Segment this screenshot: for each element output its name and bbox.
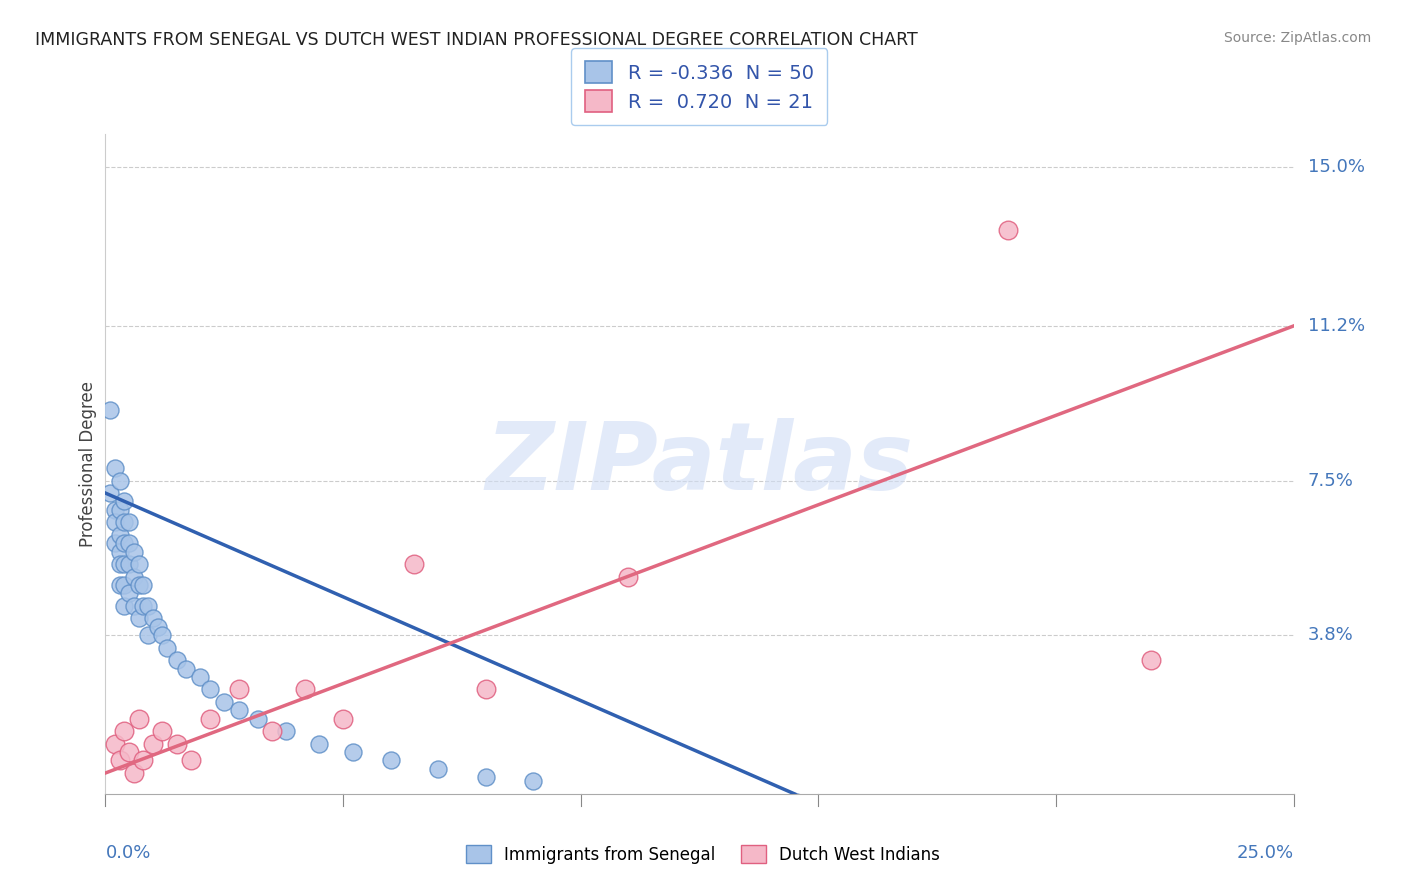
Point — [228, 703, 250, 717]
Point — [294, 682, 316, 697]
Point — [474, 682, 496, 697]
Point — [180, 754, 202, 768]
Point — [122, 569, 145, 583]
Text: ZIPatlas: ZIPatlas — [485, 417, 914, 510]
Point — [118, 586, 141, 600]
Point — [114, 557, 136, 571]
Point — [114, 599, 136, 613]
Point — [997, 223, 1019, 237]
Point — [166, 737, 188, 751]
Point — [132, 578, 155, 592]
Point — [132, 599, 155, 613]
Point — [118, 557, 141, 571]
Point — [118, 516, 141, 530]
Point — [142, 611, 165, 625]
Point — [152, 628, 174, 642]
Point — [114, 494, 136, 508]
Point — [214, 695, 236, 709]
Point — [190, 670, 212, 684]
Point — [108, 578, 131, 592]
Point — [104, 516, 127, 530]
Text: 0.0%: 0.0% — [105, 844, 150, 862]
Point — [146, 620, 169, 634]
Point — [108, 557, 131, 571]
Point — [198, 682, 221, 697]
Point — [617, 569, 640, 583]
Point — [104, 737, 127, 751]
Text: 3.8%: 3.8% — [1308, 626, 1354, 644]
Text: 15.0%: 15.0% — [1308, 158, 1365, 177]
Text: 11.2%: 11.2% — [1308, 317, 1365, 335]
Point — [114, 536, 136, 550]
Point — [198, 712, 221, 726]
Point — [108, 544, 131, 558]
Point — [228, 682, 250, 697]
Point — [122, 766, 145, 780]
Point — [274, 724, 297, 739]
Point — [108, 474, 131, 488]
Point — [128, 557, 150, 571]
Point — [136, 599, 159, 613]
Point — [474, 770, 496, 784]
Point — [246, 712, 269, 726]
Point — [142, 737, 165, 751]
Point — [404, 557, 426, 571]
Point — [136, 628, 159, 642]
Point — [522, 774, 544, 789]
Point — [98, 486, 121, 500]
Point — [132, 754, 155, 768]
Text: Source: ZipAtlas.com: Source: ZipAtlas.com — [1223, 31, 1371, 45]
Point — [114, 578, 136, 592]
Point — [108, 754, 131, 768]
Point — [104, 536, 127, 550]
Point — [128, 578, 150, 592]
Legend: Immigrants from Senegal, Dutch West Indians: Immigrants from Senegal, Dutch West Indi… — [460, 838, 946, 871]
Text: IMMIGRANTS FROM SENEGAL VS DUTCH WEST INDIAN PROFESSIONAL DEGREE CORRELATION CHA: IMMIGRANTS FROM SENEGAL VS DUTCH WEST IN… — [35, 31, 918, 49]
Point — [342, 745, 364, 759]
Point — [427, 762, 450, 776]
Point — [380, 754, 402, 768]
Y-axis label: Professional Degree: Professional Degree — [79, 381, 97, 547]
Point — [174, 661, 197, 675]
Point — [104, 503, 127, 517]
Point — [98, 402, 121, 417]
Point — [152, 724, 174, 739]
Point — [122, 599, 145, 613]
Point — [156, 640, 179, 655]
Text: 25.0%: 25.0% — [1236, 844, 1294, 862]
Point — [108, 503, 131, 517]
Point — [104, 461, 127, 475]
Text: 7.5%: 7.5% — [1308, 472, 1354, 490]
Point — [114, 724, 136, 739]
Point — [308, 737, 330, 751]
Point — [1140, 653, 1163, 667]
Point — [260, 724, 283, 739]
Point — [108, 528, 131, 542]
Point — [128, 611, 150, 625]
Point — [166, 653, 188, 667]
Point — [118, 745, 141, 759]
Point — [118, 536, 141, 550]
Point — [122, 544, 145, 558]
Legend: R = -0.336  N = 50, R =  0.720  N = 21: R = -0.336 N = 50, R = 0.720 N = 21 — [571, 48, 828, 125]
Point — [332, 712, 354, 726]
Point — [128, 712, 150, 726]
Point — [114, 516, 136, 530]
